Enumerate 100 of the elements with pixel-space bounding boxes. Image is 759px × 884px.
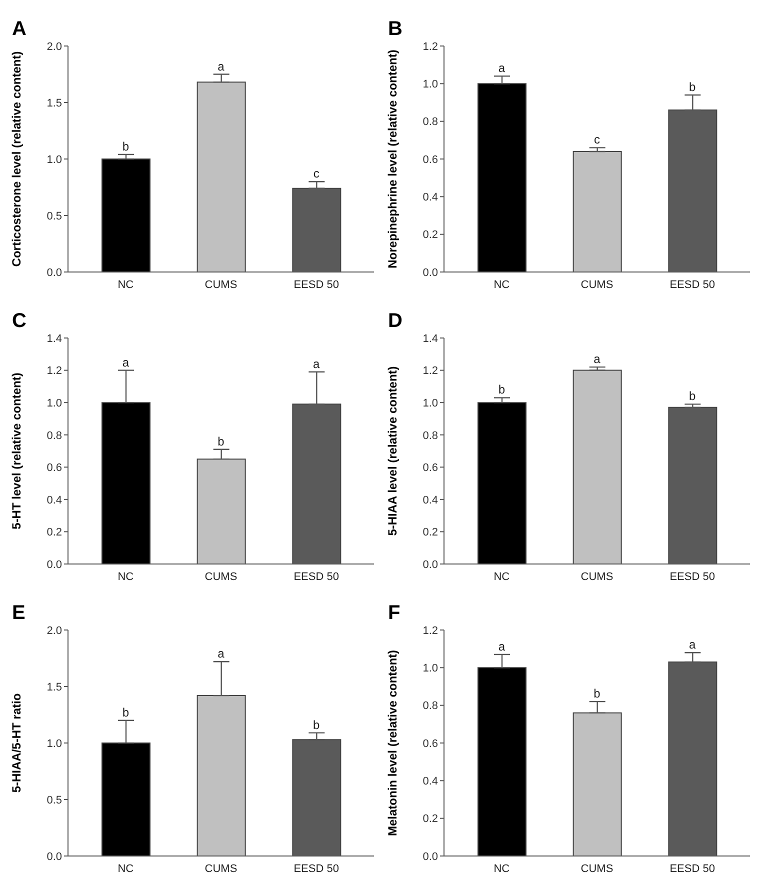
bar [102,158,150,272]
y-tick-label: 1.0 [422,662,438,675]
y-axis-title: 5-HIAA level (relative content) [385,366,400,536]
x-tick-label: CUMS [204,862,238,875]
x-tick-label: NC [118,862,134,875]
bar [478,402,526,564]
y-tick-label: 0.8 [422,430,438,442]
annotation: a [498,639,506,654]
y-tick-label: 0.0 [422,850,438,863]
annotation: b [688,389,696,404]
y-tick-label: 0.6 [422,738,438,750]
x-tick-label: CUMS [204,570,238,583]
x-tick-label: EESD 50 [670,278,715,291]
y-tick-label: 1.4 [422,332,438,345]
x-tick-label: NC [118,278,134,291]
x-tick-label: EESD 50 [670,862,715,875]
y-tick-label: 1.0 [422,78,438,91]
x-tick-label: EESD 50 [294,278,339,291]
bar [572,712,622,856]
bar [478,667,526,856]
y-axis-title: Norepinephrine level (relative content) [385,50,400,268]
x-tick-label: CUMS [204,278,238,291]
x-tick-label: NC [494,278,510,291]
bar [196,695,246,856]
chart-title: B [388,18,402,41]
y-tick-label: 0.2 [46,526,62,539]
y-tick-label: 0.5 [46,210,62,222]
y-tick-label: 1.2 [422,40,438,53]
y-tick-label: 1.2 [46,365,62,378]
y-tick-label: 0.6 [422,462,438,474]
annotation: b [312,718,320,732]
y-tick-label: 0.5 [46,794,62,806]
y-axis-title: Corticosterone level (relative content) [9,51,24,267]
annotation: a [594,352,601,366]
y-tick-label: 0.0 [46,558,62,571]
y-tick-label: 0.4 [46,494,62,506]
y-tick-label: 0.0 [422,558,438,571]
annotation: a [218,59,225,74]
x-tick-label: EESD 50 [294,862,339,875]
annotation: b [122,705,130,720]
annotation: b [122,139,130,154]
bar [196,458,246,564]
x-tick-label: CUMS [580,278,614,291]
bar [478,83,526,272]
x-tick-label: NC [494,862,510,875]
bar [572,150,622,272]
y-tick-label: 1.2 [422,365,438,378]
chart-title: C [12,310,26,333]
y-tick-label: 1.0 [46,397,62,410]
y-tick-label: 2.0 [46,624,62,637]
annotation: b [498,382,506,397]
y-tick-label: 1.0 [46,154,62,166]
y-tick-label: 0.6 [46,462,62,474]
y-axis-title: Melatonin level (relative content) [385,650,400,836]
y-tick-label: 0.4 [422,192,438,204]
y-tick-label: 0.2 [422,813,438,826]
chart-title: F [388,602,400,625]
annotation: a [122,355,130,370]
y-tick-label: 1.5 [46,97,62,110]
y-tick-label: 0.8 [46,430,62,442]
annotation: c [594,132,600,147]
bar [102,402,150,564]
chart-title: A [12,18,26,41]
y-axis-title: 5-HIAA/5-HT ratio [9,693,24,793]
y-tick-label: 0.8 [422,700,438,712]
annotation: b [594,686,601,701]
y-tick-label: 1.0 [46,738,62,750]
annotation: a [688,638,696,652]
chart-title: E [12,602,26,625]
y-tick-label: 1.2 [422,624,438,637]
bar [102,742,150,856]
x-tick-label: NC [494,570,510,583]
x-tick-label: EESD 50 [294,570,339,583]
x-tick-label: EESD 50 [670,570,715,583]
annotation: a [312,356,320,371]
y-tick-label: 0.4 [422,776,438,788]
y-axis-title: 5-HT level (relative content) [9,372,24,530]
y-tick-label: 1.4 [46,332,62,345]
y-tick-label: 0.2 [422,526,438,539]
bar [196,82,246,272]
y-tick-label: 0.0 [422,266,438,279]
x-tick-label: NC [118,570,134,583]
x-tick-label: CUMS [580,570,614,583]
bar [572,370,622,564]
y-tick-label: 1.5 [46,681,62,694]
x-tick-label: CUMS [580,862,614,875]
chart-title: D [388,310,402,333]
y-tick-label: 0.4 [422,494,438,506]
annotation: a [498,61,506,76]
annotation: a [218,646,225,661]
annotation: b [688,80,696,94]
annotation: c [313,166,320,181]
y-tick-label: 0.2 [422,229,438,242]
y-tick-label: 0.6 [422,154,438,166]
y-tick-label: 0.8 [422,116,438,128]
y-tick-label: 2.0 [46,40,62,53]
annotation: b [218,434,225,448]
y-tick-label: 0.0 [46,266,62,279]
y-tick-label: 1.0 [422,397,438,410]
y-tick-label: 0.0 [46,850,62,863]
